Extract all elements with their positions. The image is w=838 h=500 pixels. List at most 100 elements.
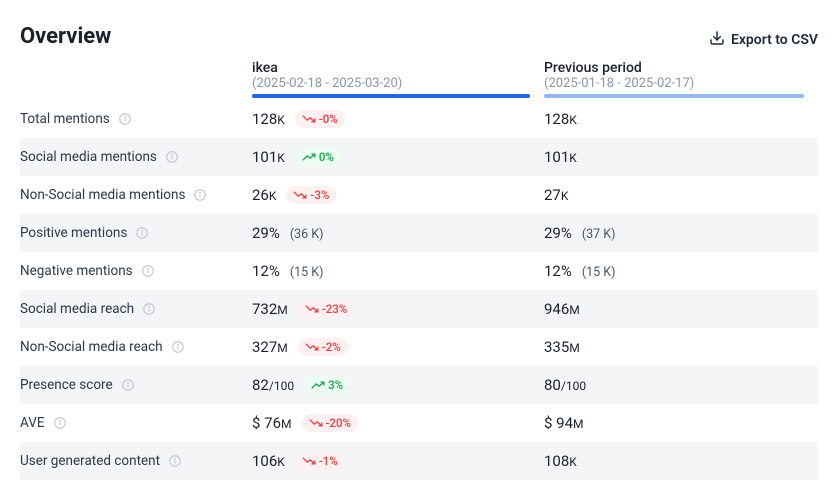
previous-value-cell: 108K [544, 452, 818, 470]
metric-label: Presence score [20, 377, 113, 393]
delta-badge: 3% [304, 376, 350, 394]
previous-value-cell: 29% (37 K) [544, 224, 818, 242]
current-value: 732M [252, 300, 288, 318]
current-value-cell: 732M -23% [252, 300, 544, 318]
table-row: Presence score 82/100 3% 80/100 [20, 366, 818, 404]
table-row: AVE $ 76M -20% $ 94M [20, 404, 818, 442]
previous-value: 128K [544, 110, 577, 128]
previous-period-name: Previous period [544, 60, 818, 76]
metric-label: Positive mentions [20, 225, 127, 241]
table-row: Negative mentions 12% (15 K) 12% (15 K) [20, 252, 818, 290]
previous-value-cell: 946M [544, 300, 818, 318]
info-icon[interactable] [165, 150, 179, 164]
previous-value: $ 94M [544, 414, 584, 432]
previous-value-cell: 80/100 [544, 376, 818, 394]
current-value-cell: 82/100 3% [252, 376, 544, 394]
info-icon[interactable] [193, 188, 207, 202]
column-header-current: ikea (2025-02-18 - 2025-03-20) [252, 60, 544, 100]
previous-value-sub: (15 K) [582, 265, 616, 280]
metric-label: Total mentions [20, 111, 110, 127]
current-value-cell: 12% (15 K) [252, 262, 544, 280]
table-row: Total mentions 128K -0% 128K [20, 100, 818, 138]
current-value: $ 76M [252, 414, 292, 432]
previous-value: 12% [544, 262, 572, 280]
current-value: 327M [252, 338, 288, 356]
metric-label: Non-Social media reach [20, 339, 163, 355]
current-value-cell: 128K -0% [252, 110, 544, 128]
previous-value: 29% [544, 224, 572, 242]
delta-badge: -1% [295, 452, 345, 470]
previous-value: 80/100 [544, 376, 586, 394]
metric-label-cell: Total mentions [20, 111, 252, 127]
column-header-previous: Previous period (2025-01-18 - 2025-02-17… [544, 60, 818, 100]
current-value: 82/100 [252, 376, 294, 394]
metric-label-cell: AVE [20, 415, 252, 431]
current-value: 29% [252, 224, 280, 242]
delta-badge: -20% [302, 414, 358, 432]
current-period-range: (2025-02-18 - 2025-03-20) [252, 76, 544, 91]
previous-period-range: (2025-01-18 - 2025-02-17) [544, 76, 818, 91]
metric-label: AVE [20, 415, 45, 431]
metric-label-cell: Positive mentions [20, 225, 252, 241]
export-csv-label: Export to CSV [731, 32, 818, 48]
current-value: 26K [252, 186, 276, 204]
current-value: 101K [252, 148, 285, 166]
delta-badge: -2% [298, 338, 348, 356]
previous-value-cell: 128K [544, 110, 818, 128]
previous-period-bar [544, 94, 804, 98]
info-icon[interactable] [53, 416, 67, 430]
metric-label: Social media mentions [20, 149, 157, 165]
metric-label: User generated content [20, 453, 160, 469]
delta-badge: 0% [295, 148, 341, 166]
metric-label-cell: Social media mentions [20, 149, 252, 165]
current-value-cell: 26K -3% [252, 186, 544, 204]
current-value-sub: (36 K) [290, 227, 324, 242]
current-period-bar [252, 94, 530, 98]
table-row: Social media mentions 101K 0% 101K [20, 138, 818, 176]
info-icon[interactable] [135, 226, 149, 240]
previous-value-sub: (37 K) [582, 227, 616, 242]
metric-label-cell: Negative mentions [20, 263, 252, 279]
metric-label: Non-Social media mentions [20, 187, 185, 203]
current-value-cell: 106K-1% [252, 452, 544, 470]
previous-value-cell: 101K [544, 148, 818, 166]
previous-value: 108K [544, 452, 577, 470]
current-value-sub: (15 K) [290, 265, 324, 280]
metric-label: Social media reach [20, 301, 134, 317]
current-value: 128K [252, 110, 285, 128]
delta-badge: -3% [286, 186, 336, 204]
previous-value: 101K [544, 148, 577, 166]
previous-value: 946M [544, 300, 580, 318]
table-row: Non-Social media reach 327M -2% 335M [20, 328, 818, 366]
previous-value-cell: 335M [544, 338, 818, 356]
delta-badge: -23% [298, 300, 354, 318]
metric-label-cell: Non-Social media reach [20, 339, 252, 355]
metric-label-cell: User generated content [20, 453, 252, 469]
current-value-cell: 29% (36 K) [252, 224, 544, 242]
previous-value-cell: $ 94M [544, 414, 818, 432]
metric-label-cell: Non-Social media mentions [20, 187, 252, 203]
previous-value-cell: 12% (15 K) [544, 262, 818, 280]
delta-badge: -0% [295, 110, 345, 128]
metric-label-cell: Social media reach [20, 301, 252, 317]
info-icon[interactable] [168, 454, 182, 468]
info-icon[interactable] [171, 340, 185, 354]
current-period-name: ikea [252, 60, 544, 76]
table-row: Social media reach 732M -23% 946M [20, 290, 818, 328]
current-value-cell: 101K 0% [252, 148, 544, 166]
metric-label: Negative mentions [20, 263, 133, 279]
previous-value: 27K [544, 186, 568, 204]
page-title: Overview [20, 24, 111, 49]
info-icon[interactable] [142, 302, 156, 316]
info-icon[interactable] [141, 264, 155, 278]
current-value-cell: $ 76M -20% [252, 414, 544, 432]
export-csv-button[interactable]: Export to CSV [709, 30, 818, 50]
table-row: Non-Social media mentions 26K -3% 27K [20, 176, 818, 214]
info-icon[interactable] [121, 378, 135, 392]
table-row: User generated content 106K-1%108K [20, 442, 818, 480]
current-value-cell: 327M -2% [252, 338, 544, 356]
info-icon[interactable] [118, 112, 132, 126]
table-row: Positive mentions 29% (36 K) 29% (37 K) [20, 214, 818, 252]
current-value: 12% [252, 262, 280, 280]
previous-value-cell: 27K [544, 186, 818, 204]
